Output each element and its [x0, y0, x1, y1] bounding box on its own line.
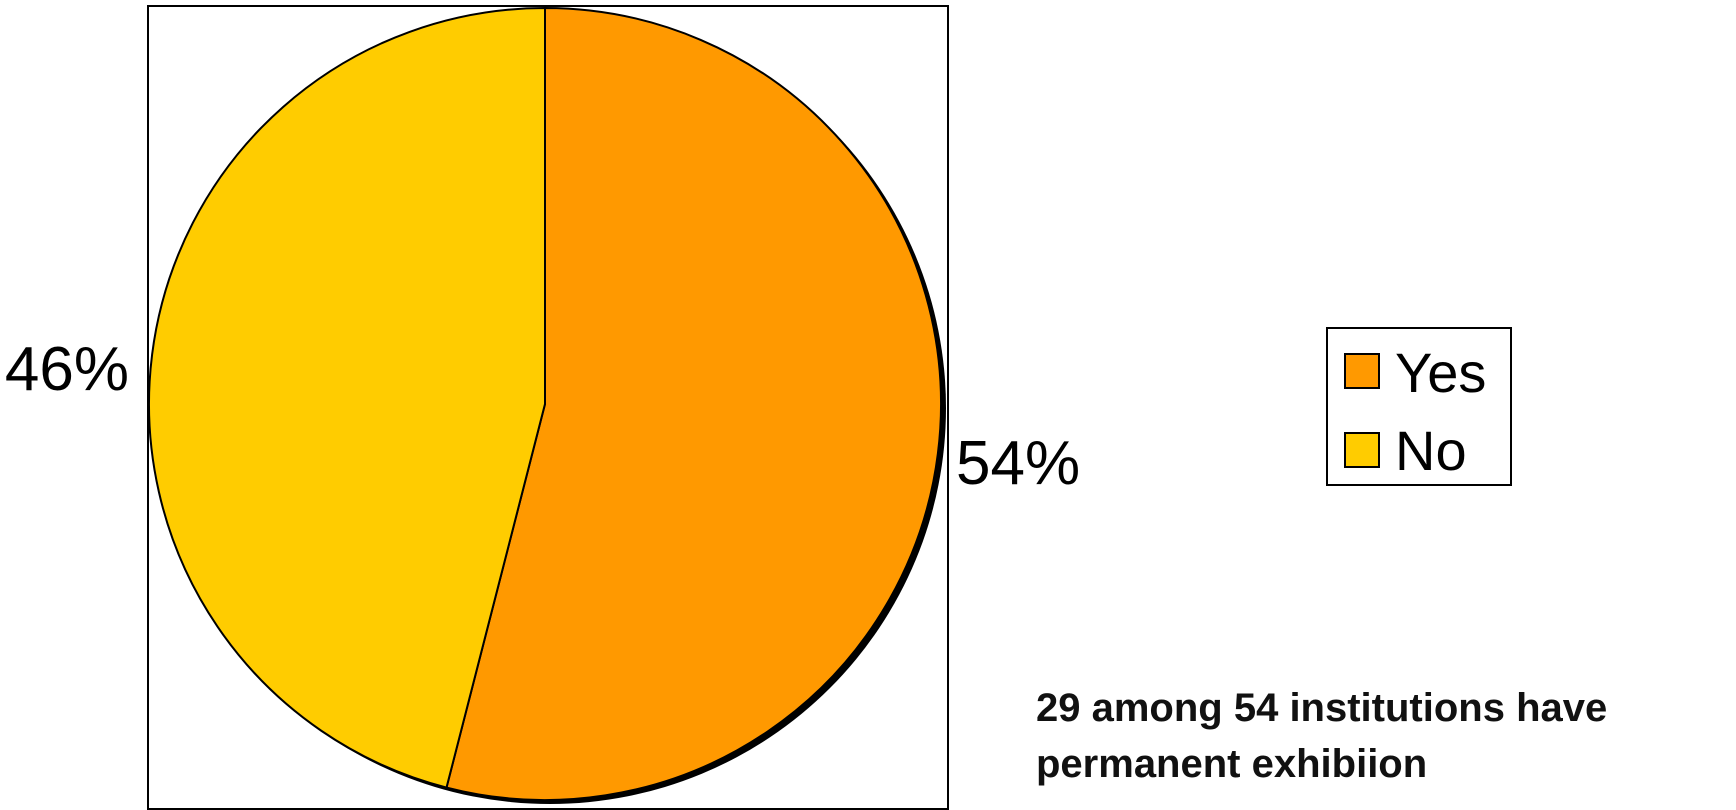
legend-label-yes: Yes	[1395, 341, 1486, 404]
legend-swatch-no	[1344, 432, 1380, 468]
legend-label-no: No	[1395, 419, 1467, 482]
pie-slice-no	[148, 6, 546, 789]
legend: Yes No	[1326, 327, 1512, 486]
pie-label-yes: 54%	[956, 429, 1080, 498]
chart-annotation: 29 among 54 institutions have permanent …	[1036, 686, 1608, 786]
pie-slice-yes	[445, 6, 942, 801]
pie-label-no: 46%	[5, 335, 129, 404]
pie-labels: 54% 46%	[5, 335, 1080, 498]
pie-slices	[148, 6, 946, 804]
legend-swatch-yes	[1344, 353, 1380, 389]
